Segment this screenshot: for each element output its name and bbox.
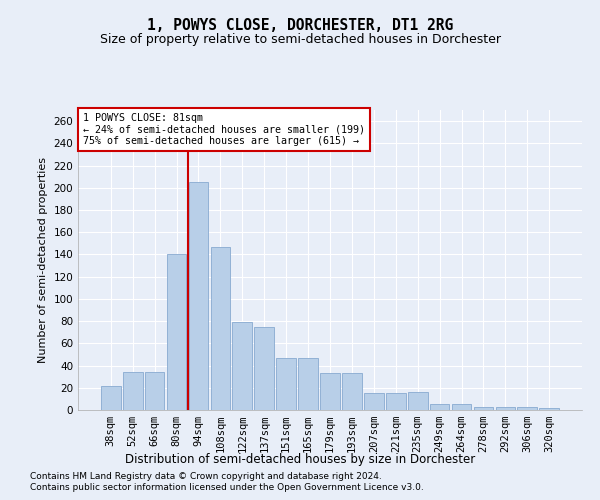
Bar — [145, 372, 164, 410]
Bar — [320, 374, 340, 410]
Bar — [386, 394, 406, 410]
Text: Size of property relative to semi-detached houses in Dorchester: Size of property relative to semi-detach… — [100, 32, 500, 46]
Text: 1 POWYS CLOSE: 81sqm
← 24% of semi-detached houses are smaller (199)
75% of semi: 1 POWYS CLOSE: 81sqm ← 24% of semi-detac… — [83, 113, 365, 146]
Bar — [211, 246, 230, 410]
Bar — [101, 386, 121, 410]
Text: Distribution of semi-detached houses by size in Dorchester: Distribution of semi-detached houses by … — [125, 454, 475, 466]
Text: Contains public sector information licensed under the Open Government Licence v3: Contains public sector information licen… — [30, 484, 424, 492]
Bar — [342, 374, 362, 410]
Bar — [517, 406, 537, 410]
Bar — [123, 372, 143, 410]
Bar — [232, 322, 252, 410]
Bar — [254, 326, 274, 410]
Text: Contains HM Land Registry data © Crown copyright and database right 2024.: Contains HM Land Registry data © Crown c… — [30, 472, 382, 481]
Bar — [298, 358, 318, 410]
Bar — [496, 406, 515, 410]
Bar — [276, 358, 296, 410]
Bar — [539, 408, 559, 410]
Bar — [452, 404, 472, 410]
Bar — [408, 392, 428, 410]
Text: 1, POWYS CLOSE, DORCHESTER, DT1 2RG: 1, POWYS CLOSE, DORCHESTER, DT1 2RG — [147, 18, 453, 32]
Bar — [473, 406, 493, 410]
Bar — [364, 394, 384, 410]
Bar — [188, 182, 208, 410]
Bar — [430, 404, 449, 410]
Y-axis label: Number of semi-detached properties: Number of semi-detached properties — [38, 157, 48, 363]
Bar — [167, 254, 187, 410]
